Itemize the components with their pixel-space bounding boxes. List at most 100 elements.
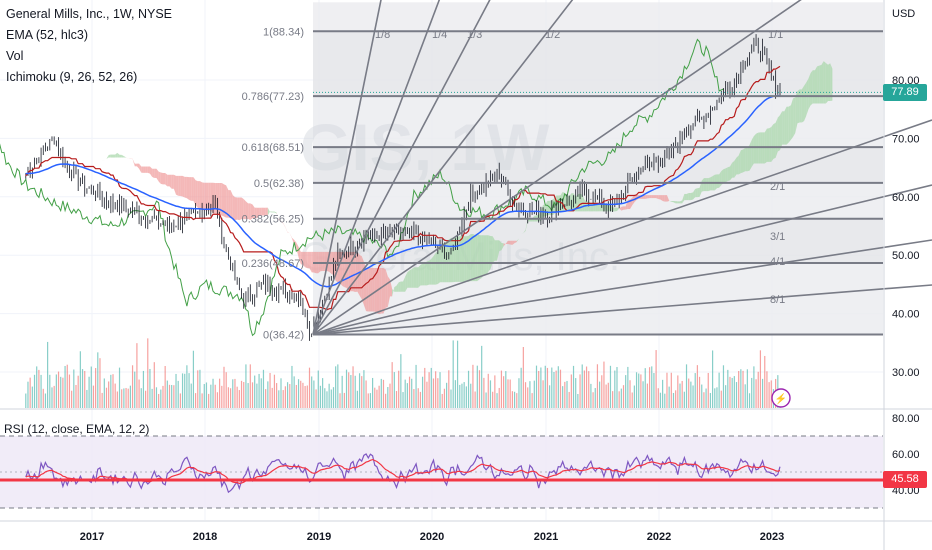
volume-bar	[300, 380, 302, 408]
cloud-segment	[525, 219, 528, 231]
volume-bar	[134, 371, 136, 408]
cloud-segment	[385, 269, 388, 308]
volume-bar	[555, 370, 557, 408]
cloud-segment	[470, 233, 473, 282]
cloud-segment	[727, 166, 730, 182]
volume-bar	[88, 376, 90, 408]
volume-bar	[731, 377, 733, 408]
volume-bar	[280, 378, 282, 408]
gann-fan-label: 1/8	[375, 29, 390, 41]
volume-bar	[659, 392, 662, 408]
gann-fan-label: 4/1	[770, 256, 785, 268]
volume-bar	[622, 385, 625, 408]
cloud-segment	[409, 269, 412, 288]
cloud-segment	[237, 197, 240, 221]
gann-fan-label: 8/1	[770, 294, 785, 306]
cloud-segment	[422, 262, 425, 286]
volume-bar	[575, 378, 577, 408]
cloud-segment	[716, 174, 720, 189]
volume-bar	[714, 388, 716, 408]
cloud-segment	[508, 240, 511, 245]
cloud-segment	[394, 285, 397, 292]
volume-bar	[62, 377, 64, 408]
volume-bar	[441, 393, 443, 408]
cloud-segment	[366, 267, 369, 312]
cloud-segment	[825, 63, 829, 104]
volume-bar	[400, 354, 402, 408]
cloud-segment	[219, 183, 222, 216]
cloud-segment	[723, 168, 726, 184]
cloud-segment	[383, 267, 386, 314]
cloud-segment	[819, 64, 822, 104]
volume-bar	[694, 373, 696, 408]
cloud-segment	[221, 183, 224, 217]
volume-bar	[459, 384, 461, 408]
volume-bar	[568, 391, 570, 408]
cloud-segment	[481, 235, 484, 278]
volume-bar	[450, 389, 452, 408]
volume-bar	[609, 365, 612, 408]
volume-bar	[219, 378, 221, 408]
volume-bar	[166, 380, 168, 408]
volume-bar	[77, 375, 79, 408]
volume-bar	[614, 370, 616, 408]
legend-ema[interactable]: EMA (52, hlc3)	[6, 28, 88, 42]
volume-bar	[742, 370, 744, 408]
volume-bar	[175, 373, 177, 408]
cloud-segment	[180, 175, 183, 197]
cloud-segment	[647, 195, 650, 199]
volume-bar	[210, 384, 212, 408]
volume-bar	[81, 369, 84, 408]
cloud-segment	[160, 172, 163, 185]
cloud-segment	[688, 192, 691, 201]
cloud-segment	[671, 201, 674, 203]
volume-bar	[251, 382, 254, 408]
cloud-segment	[167, 174, 170, 187]
last-price-value: 77.89	[891, 85, 919, 98]
cloud-segment	[226, 185, 229, 218]
volume-bar	[685, 364, 688, 408]
volume-bar	[262, 369, 265, 408]
cloud-segment	[510, 240, 513, 245]
cloud-segment	[248, 203, 251, 221]
volume-bar	[703, 392, 705, 408]
volume-bar	[71, 390, 73, 408]
cloud-segment	[307, 251, 310, 269]
volume-bar	[452, 340, 454, 408]
legend-vol[interactable]: Vol	[6, 49, 24, 63]
volume-bar	[197, 370, 199, 408]
cloud-segment	[669, 200, 672, 202]
cloud-segment	[145, 166, 148, 173]
cloud-segment	[664, 195, 667, 202]
volume-bar	[666, 372, 668, 408]
cloud-segment	[289, 233, 292, 239]
volume-bar	[428, 372, 430, 408]
volume-bar	[465, 386, 467, 408]
volume-bar	[53, 385, 55, 408]
cloud-segment	[486, 235, 489, 276]
volume-bar	[240, 380, 243, 408]
cloud-segment	[736, 155, 739, 175]
cloud-segment	[817, 65, 820, 104]
gann-fan-line	[312, 184, 932, 336]
volume-bar	[324, 388, 326, 408]
cloud-segment	[302, 251, 306, 268]
cloud-segment	[265, 207, 268, 216]
price-tick-label: 30.00	[892, 367, 920, 379]
volume-bar	[160, 389, 162, 408]
volume-bar	[770, 380, 772, 408]
cloud-segment	[281, 220, 284, 224]
volume-bar	[40, 374, 42, 408]
volume-bar	[531, 393, 533, 408]
volume-bar	[612, 391, 614, 408]
cloud-segment	[773, 122, 776, 159]
volume-bar	[513, 391, 516, 408]
legend-ichimoku[interactable]: Ichimoku (9, 26, 52, 26)	[6, 70, 138, 84]
cloud-segment	[695, 188, 698, 198]
price-tick-label: 50.00	[892, 250, 920, 262]
cloud-segment	[149, 166, 153, 177]
cloud-segment	[199, 181, 203, 211]
gann-fan-label: 1/2	[545, 29, 560, 41]
time-tick-label: 2021	[534, 531, 558, 543]
